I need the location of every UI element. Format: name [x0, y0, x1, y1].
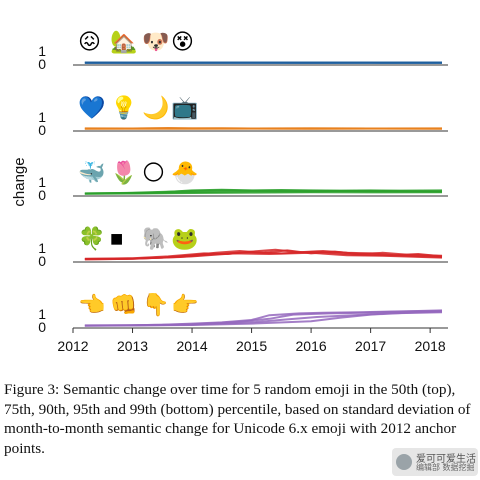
x-tick-label: 2012 — [57, 338, 88, 354]
emoji-label: 🐸 — [171, 226, 198, 251]
x-axis: 2012 2013 2014 2015 2016 2017 2018 — [57, 328, 446, 354]
panel-4: 10 🍀 ■ 🐘 🐸 — [38, 226, 448, 269]
x-tick-label: 2018 — [415, 338, 446, 354]
emoji-label: 💙 — [78, 95, 106, 120]
chart-figure: change 10😖 🏡 🐶 😵10💙 💡 🌙 📺10🐳 🌷 🌕 🐣10🍀 ■ 🐘 🐸10👈 👊 👇 👉 20… — [11, 29, 448, 354]
y-axis-label: change — [11, 157, 28, 206]
series-line-4 — [84, 191, 443, 195]
emoji-label: 🌷 — [110, 160, 137, 185]
emoji-label: 💡 — [110, 95, 137, 120]
y-tick-label: 1 — [38, 109, 46, 125]
x-tick-label: 2013 — [117, 338, 148, 354]
x-tick-label: 2016 — [296, 338, 327, 354]
y-tick-label: 0 — [38, 187, 46, 203]
y-tick-label: 0 — [38, 122, 46, 138]
emoji-label: 🌕 — [142, 160, 165, 185]
emoji-label: 🌙 — [142, 95, 169, 121]
emoji-label: 🐳 — [78, 160, 105, 185]
emoji-label: 👉 — [171, 292, 198, 317]
emoji-label: 🐣 — [171, 160, 198, 185]
watermark: 爱可可爱生活 编辑部 数据挖掘 — [392, 448, 478, 476]
emoji-label: 👇 — [142, 292, 169, 318]
emoji-label: 🐶 — [142, 29, 169, 54]
y-tick-label: 1 — [38, 240, 46, 256]
emoji-label: 🍀 — [78, 226, 105, 251]
emoji-label: 😖 — [78, 29, 101, 54]
y-tick-label: 0 — [38, 56, 46, 72]
x-tick-label: 2014 — [176, 338, 207, 354]
panel-3: 10 🐳 🌷 🌕 🐣 — [38, 160, 448, 203]
emoji-label: 👈 — [78, 292, 105, 317]
series-line-4 — [84, 310, 443, 327]
emoji-label: 🐘 — [142, 226, 169, 251]
watermark-line1: 爱可可爱生活 — [416, 454, 476, 465]
wechat-icon — [396, 454, 412, 470]
panel-1: 10 😖 🏡 🐶 😵 — [38, 29, 448, 72]
figure-caption: Figure 3: Semantic change over time for … — [4, 381, 471, 457]
y-tick-label: 0 — [38, 253, 46, 269]
watermark-line2: 编辑部 数据挖掘 — [416, 463, 475, 472]
series-line-4 — [84, 251, 443, 261]
y-tick-label: 0 — [38, 319, 46, 335]
emoji-label: 📺 — [171, 95, 198, 120]
emoji-label: 🏡 — [110, 29, 137, 54]
y-tick-label: 1 — [38, 306, 46, 322]
y-tick-label: 1 — [38, 174, 46, 190]
chart-panels: 10😖 🏡 🐶 😵10💙 💡 🌙 📺10🐳 🌷 🌕 🐣10🍀 ■ 🐘 🐸10👈 👊 👇 👉 — [38, 29, 448, 335]
emoji-label: 👊 — [110, 292, 137, 317]
emoji-label: 😵 — [171, 29, 194, 54]
panel-5: 10 👈 👊 👇 👉 — [38, 292, 448, 335]
panel-2: 10 💙 💡 🌙 📺 — [38, 95, 448, 138]
emoji-label: ■ — [110, 226, 123, 251]
x-tick-label: 2017 — [355, 338, 386, 354]
y-tick-label: 1 — [38, 43, 46, 59]
x-tick-label: 2015 — [236, 338, 267, 354]
